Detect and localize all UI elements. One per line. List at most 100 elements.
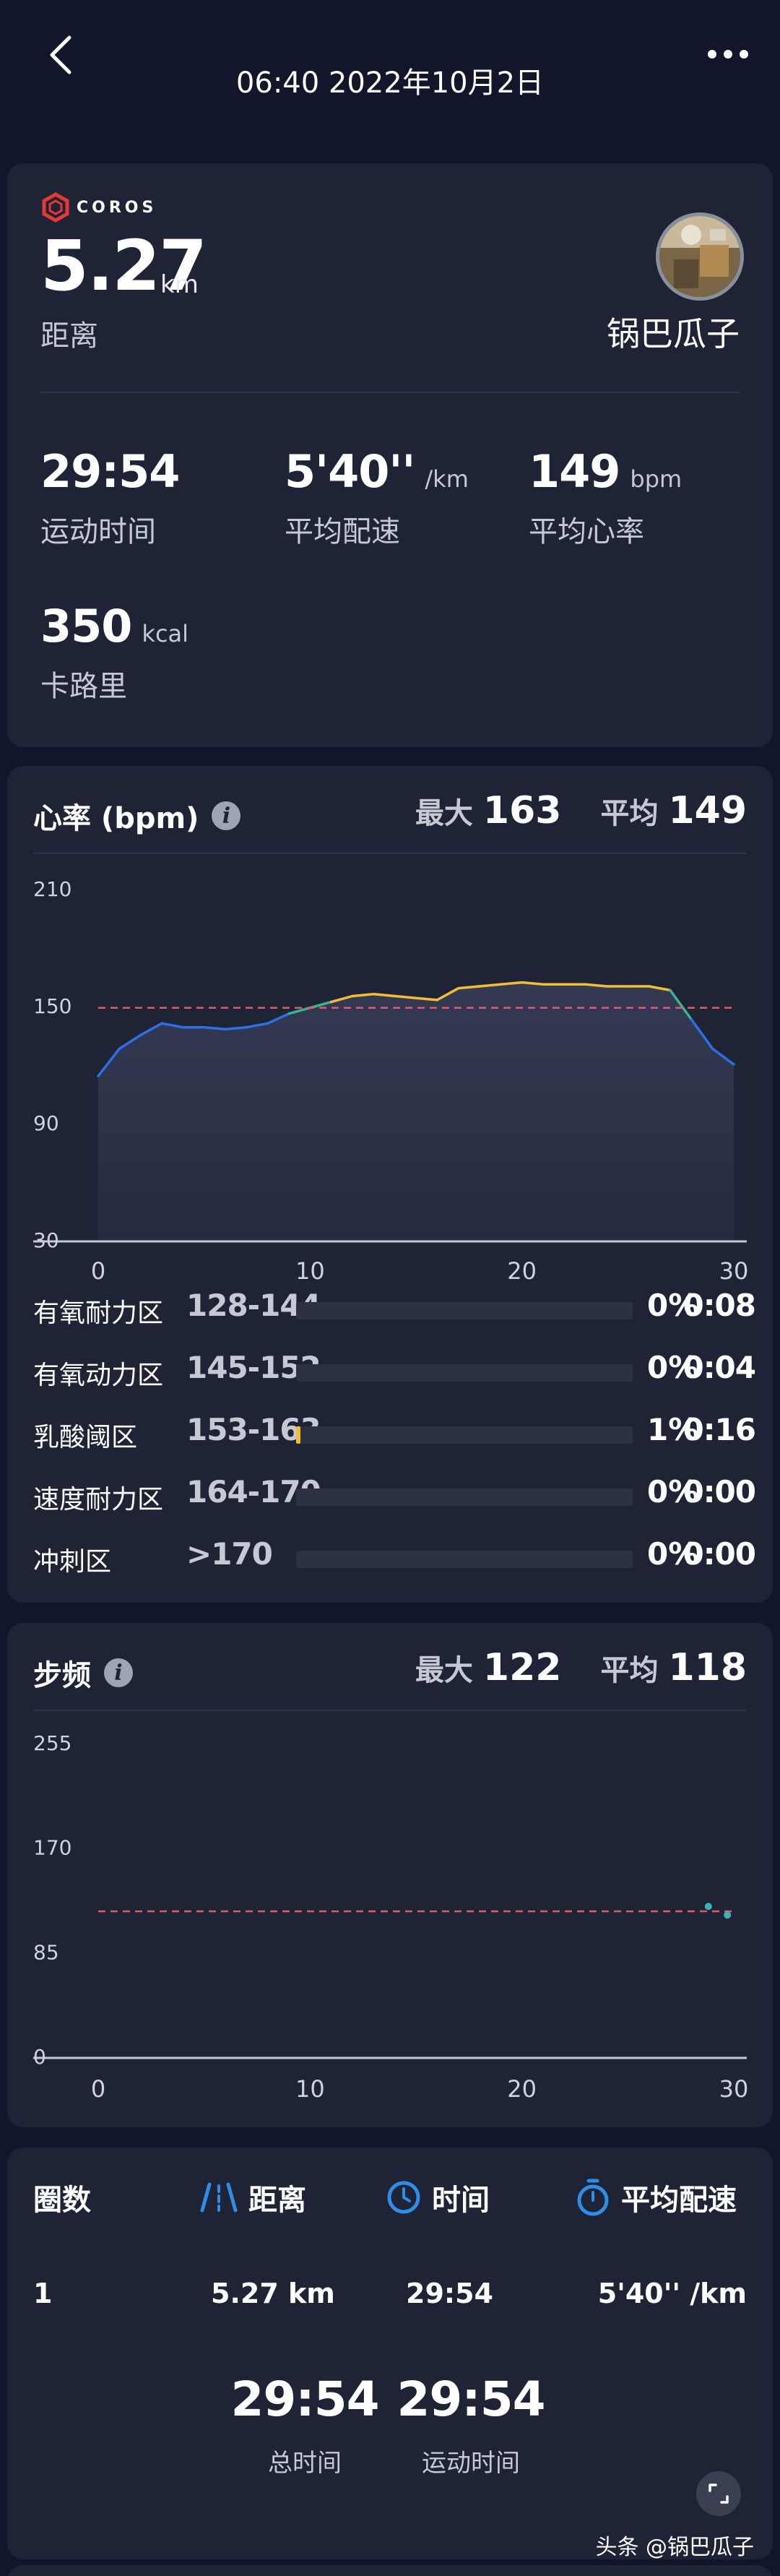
expand-button[interactable] xyxy=(696,2471,741,2516)
time-header-label: 时间 xyxy=(432,2184,490,2217)
zone-time: 0:04 xyxy=(682,1350,756,1385)
stat-label: 运动时间 xyxy=(40,515,156,548)
heart-rate-line-segment xyxy=(415,996,439,1001)
heart-rate-line-segment xyxy=(499,981,524,986)
heart-rate-chart[interactable]: 210 150 90 30 0 10 20 30 xyxy=(7,860,773,1308)
cadence-point xyxy=(704,1903,712,1911)
stat-unit: kcal xyxy=(142,620,189,647)
y-tick-label: 90 xyxy=(33,1111,59,1135)
heart-rate-line-segment xyxy=(351,993,376,998)
brand-logo: COROS xyxy=(40,192,157,223)
avg-label: 平均 xyxy=(600,1654,659,1687)
heart-rate-area xyxy=(98,982,734,1240)
zone-time: 0:16 xyxy=(682,1412,756,1447)
back-button[interactable] xyxy=(32,26,90,84)
more-dots-icon xyxy=(708,50,748,59)
total-time: 29:54 总时间 xyxy=(211,2372,399,2478)
heart-rate-line-segment xyxy=(372,993,396,998)
heart-rate-line-segment xyxy=(647,985,672,992)
user-name: 锅巴瓜子 xyxy=(607,314,740,353)
chevron-left-icon xyxy=(50,35,72,74)
lap-number: 1 xyxy=(33,2278,53,2309)
heart-rate-card: 心率 (bpm) i 最大 163 平均 149 210 150 90 30 0 10 2… xyxy=(7,766,773,1603)
heart-rate-line-segment xyxy=(287,1006,312,1015)
heart-rate-line-segment xyxy=(520,981,545,986)
clock-icon xyxy=(387,2181,420,2214)
coros-logo-icon xyxy=(42,192,69,223)
zone-bar xyxy=(296,1489,633,1506)
stat-label: 平均心率 xyxy=(529,515,644,548)
stat-label: 卡路里 xyxy=(40,670,127,703)
stat-value: 29:54 xyxy=(40,445,180,498)
zone-row: 有氧耐力区 128-144 0% 0:08 xyxy=(33,1288,756,1331)
x-tick-label: 20 xyxy=(507,1257,537,1285)
next-card-edge xyxy=(7,2565,773,2576)
cadence-chart[interactable]: 255 170 85 0 0 10 20 30 xyxy=(7,1717,773,2121)
section-title: 步频 i xyxy=(33,1652,133,1694)
divider xyxy=(33,853,747,854)
heart-rate-line-segment xyxy=(584,983,608,988)
max-value: 163 xyxy=(482,789,562,832)
x-tick-label: 30 xyxy=(719,2075,749,2103)
distance-value: 5.27 xyxy=(40,225,207,306)
y-tick-label: 0 xyxy=(33,2045,46,2069)
heart-rate-line-segment xyxy=(160,1022,185,1029)
stat-calories: 350 kcal 卡路里 xyxy=(40,600,188,705)
divider xyxy=(33,1710,747,1711)
expand-icon xyxy=(708,2484,729,2504)
zone-bar xyxy=(296,1364,633,1382)
zone-time: 0:08 xyxy=(682,1288,756,1323)
stat-avg-pace: 5'40'' /km 平均配速 xyxy=(285,445,469,550)
zone-row: 速度耐力区 164-170 0% 0:00 xyxy=(33,1474,756,1517)
heart-rate-line-segment xyxy=(202,1025,227,1031)
avatar[interactable] xyxy=(656,212,744,301)
more-button[interactable] xyxy=(699,29,757,79)
section-title: 心率 (bpm) i xyxy=(33,795,241,837)
moving-time: 29:54 运动时间 xyxy=(377,2372,565,2478)
zone-percent: 1% xyxy=(647,1412,699,1447)
lap-column-header: 圈数 xyxy=(33,2176,91,2218)
heart-rate-line-segment xyxy=(308,1000,333,1009)
distance-column-header: 距离 xyxy=(199,2176,306,2218)
heart-rate-line-segment xyxy=(436,986,460,1001)
info-icon[interactable]: i xyxy=(212,801,241,830)
y-tick-label: 150 xyxy=(33,994,72,1018)
heart-rate-line-segment xyxy=(139,1022,163,1037)
stat-avg-hr: 149 bpm 平均心率 xyxy=(529,445,682,550)
x-tick-label: 0 xyxy=(91,1257,105,1285)
zone-time: 0:00 xyxy=(682,1474,756,1509)
divider xyxy=(40,392,740,393)
zone-name: 有氧耐力区 xyxy=(33,1298,164,1328)
zone-percent: 0% xyxy=(647,1288,699,1323)
cadence-card: 步频 i 最大 122 平均 118 255 170 85 0 0 10 20 30 xyxy=(7,1623,773,2127)
x-tick-label: 10 xyxy=(295,2075,325,2103)
y-tick-label: 255 xyxy=(33,1731,72,1755)
summary-card: COROS 5.27 km 距离 锅巴瓜子 29:54 运动时间 5'40'' /… xyxy=(7,163,773,747)
zone-fill xyxy=(296,1426,300,1444)
heart-rate-title: 心率 (bpm) xyxy=(33,802,199,835)
total-time-value: 29:54 xyxy=(230,2372,379,2427)
max-value: 122 xyxy=(482,1646,562,1689)
avatar-image-icon xyxy=(659,216,740,297)
zone-row: 冲刺区 >170 0% 0:00 xyxy=(33,1536,756,1580)
heart-rate-line-segment xyxy=(478,983,503,988)
info-icon[interactable]: i xyxy=(104,1658,133,1687)
x-tick-label: 0 xyxy=(91,2075,105,2103)
heart-rate-line-segment xyxy=(266,1012,290,1025)
x-tick-label: 10 xyxy=(295,1257,325,1285)
heart-rate-line-segment xyxy=(393,994,417,999)
distance-unit: km xyxy=(160,270,199,299)
hr-max-avg: 最大 163 平均 149 xyxy=(415,789,747,832)
y-tick-label: 170 xyxy=(33,1836,72,1860)
cadence-title: 步频 xyxy=(33,1659,91,1692)
pace-column-header: 平均配速 xyxy=(575,2176,737,2218)
zone-row: 有氧动力区 145-152 0% 0:04 xyxy=(33,1350,756,1393)
stat-value: 149 xyxy=(529,445,620,498)
y-tick-label: 85 xyxy=(33,1940,59,1964)
max-label: 最大 xyxy=(415,1654,473,1687)
cadence-max-avg: 最大 122 平均 118 xyxy=(415,1646,747,1689)
heart-rate-line-segment xyxy=(690,1018,714,1051)
road-icon xyxy=(200,2182,238,2213)
stat-value: 5'40'' xyxy=(285,445,415,498)
lap-header-label: 圈数 xyxy=(33,2184,91,2217)
